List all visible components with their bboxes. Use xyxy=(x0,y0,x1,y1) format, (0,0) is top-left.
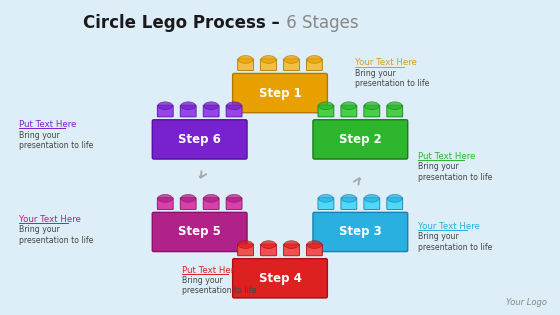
Text: 6 Stages: 6 Stages xyxy=(281,14,358,32)
FancyBboxPatch shape xyxy=(306,244,323,256)
FancyBboxPatch shape xyxy=(341,105,357,117)
Ellipse shape xyxy=(227,102,241,110)
Text: Put Text Here: Put Text Here xyxy=(182,266,240,274)
Ellipse shape xyxy=(365,194,379,202)
FancyBboxPatch shape xyxy=(387,105,403,117)
Ellipse shape xyxy=(238,241,253,249)
FancyBboxPatch shape xyxy=(226,105,242,117)
Text: Your Text Here: Your Text Here xyxy=(18,215,81,224)
Ellipse shape xyxy=(319,194,333,202)
Text: Put Text Here: Put Text Here xyxy=(18,120,76,129)
Ellipse shape xyxy=(158,194,172,202)
FancyBboxPatch shape xyxy=(283,59,300,71)
FancyArrowPatch shape xyxy=(241,107,246,112)
Ellipse shape xyxy=(307,241,322,249)
Text: Your Logo: Your Logo xyxy=(506,298,547,307)
FancyBboxPatch shape xyxy=(233,285,327,298)
Ellipse shape xyxy=(342,194,356,202)
FancyArrowPatch shape xyxy=(314,243,319,249)
FancyBboxPatch shape xyxy=(152,120,247,159)
FancyBboxPatch shape xyxy=(314,239,407,252)
FancyBboxPatch shape xyxy=(260,59,277,71)
FancyBboxPatch shape xyxy=(260,244,277,256)
Text: Step 1: Step 1 xyxy=(259,87,301,100)
Text: Your Text Here: Your Text Here xyxy=(355,59,417,67)
FancyBboxPatch shape xyxy=(364,198,380,209)
FancyBboxPatch shape xyxy=(203,105,219,117)
FancyBboxPatch shape xyxy=(232,73,328,113)
Text: Bring your
presentation to life: Bring your presentation to life xyxy=(18,131,93,150)
Ellipse shape xyxy=(158,102,172,110)
Ellipse shape xyxy=(388,102,402,110)
FancyBboxPatch shape xyxy=(233,100,327,113)
Ellipse shape xyxy=(319,102,333,110)
FancyBboxPatch shape xyxy=(180,198,196,209)
Ellipse shape xyxy=(284,55,299,63)
FancyBboxPatch shape xyxy=(341,198,357,209)
FancyBboxPatch shape xyxy=(387,198,403,209)
FancyBboxPatch shape xyxy=(157,198,173,209)
Ellipse shape xyxy=(284,241,299,249)
Ellipse shape xyxy=(365,102,379,110)
Text: Step 3: Step 3 xyxy=(339,226,382,238)
Ellipse shape xyxy=(181,102,195,110)
FancyBboxPatch shape xyxy=(313,212,408,252)
Text: Put Text Here: Put Text Here xyxy=(418,152,475,161)
Text: Circle Lego Process –: Circle Lego Process – xyxy=(83,14,280,32)
Ellipse shape xyxy=(204,102,218,110)
Text: Step 2: Step 2 xyxy=(339,133,382,146)
Text: Bring your
presentation to life: Bring your presentation to life xyxy=(18,225,93,245)
Ellipse shape xyxy=(342,102,356,110)
FancyBboxPatch shape xyxy=(153,146,246,159)
Text: Bring your
presentation to life: Bring your presentation to life xyxy=(182,276,256,295)
FancyArrowPatch shape xyxy=(200,171,206,178)
FancyBboxPatch shape xyxy=(314,146,407,159)
FancyBboxPatch shape xyxy=(313,120,408,159)
FancyBboxPatch shape xyxy=(153,239,246,252)
FancyBboxPatch shape xyxy=(237,59,254,71)
FancyBboxPatch shape xyxy=(226,198,242,209)
Ellipse shape xyxy=(181,194,195,202)
FancyBboxPatch shape xyxy=(283,244,300,256)
Text: Step 4: Step 4 xyxy=(259,272,301,285)
Ellipse shape xyxy=(261,241,276,249)
Ellipse shape xyxy=(227,194,241,202)
Ellipse shape xyxy=(307,55,322,63)
FancyBboxPatch shape xyxy=(232,259,328,298)
Ellipse shape xyxy=(238,55,253,63)
Text: Step 6: Step 6 xyxy=(178,133,221,146)
FancyBboxPatch shape xyxy=(306,59,323,71)
FancyBboxPatch shape xyxy=(318,198,334,209)
Ellipse shape xyxy=(261,55,276,63)
Text: Your Text Here: Your Text Here xyxy=(418,222,479,231)
Text: Bring your
presentation to life: Bring your presentation to life xyxy=(418,232,492,252)
FancyArrowPatch shape xyxy=(320,109,325,116)
Text: Bring your
presentation to life: Bring your presentation to life xyxy=(355,69,429,88)
FancyBboxPatch shape xyxy=(180,105,196,117)
FancyArrowPatch shape xyxy=(354,178,360,185)
Text: Step 5: Step 5 xyxy=(178,226,221,238)
FancyBboxPatch shape xyxy=(364,105,380,117)
FancyBboxPatch shape xyxy=(203,198,219,209)
FancyArrowPatch shape xyxy=(235,240,240,247)
FancyBboxPatch shape xyxy=(157,105,173,117)
Text: Bring your
presentation to life: Bring your presentation to life xyxy=(418,163,492,182)
FancyBboxPatch shape xyxy=(152,212,247,252)
FancyBboxPatch shape xyxy=(318,105,334,117)
FancyBboxPatch shape xyxy=(237,244,254,256)
Ellipse shape xyxy=(204,194,218,202)
Ellipse shape xyxy=(388,194,402,202)
